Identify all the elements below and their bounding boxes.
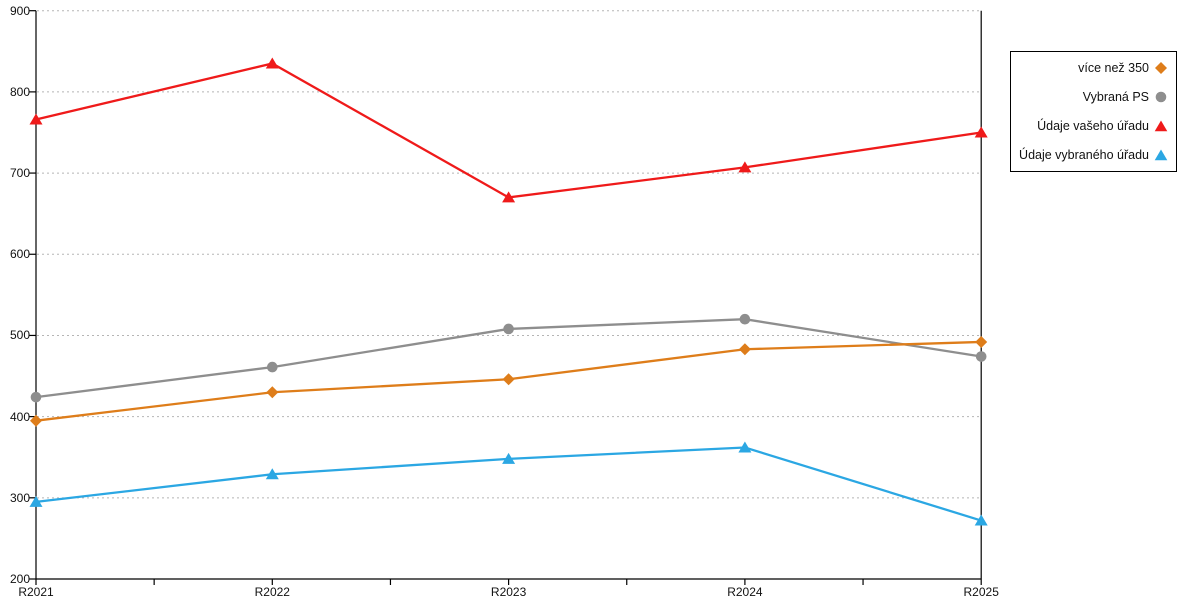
x-tick-label-R2022: R2022: [254, 585, 290, 599]
series-0-point-4-marker: [975, 335, 988, 348]
y-tick-label-800: 800: [9, 84, 30, 99]
series-line-2: [35, 62, 982, 199]
series-2-point-0-marker: [29, 113, 43, 125]
series-1-point-4-marker: [975, 351, 987, 362]
legend-item-3: Údaje vybraného úřadu: [1017, 148, 1168, 162]
circle-icon-shape: [1155, 91, 1167, 103]
x-tick-label-R2023: R2023: [490, 585, 527, 599]
legend-label: Údaje vašeho úřadu: [1037, 119, 1149, 133]
legend-label: Vybraná PS: [1082, 90, 1149, 104]
series-3-point-4-marker: [974, 514, 988, 526]
series-2-point-3-marker: [738, 161, 752, 173]
series-3-point-1-marker: [265, 468, 279, 480]
legend-label: Údaje vybraného úřadu: [1019, 148, 1149, 162]
y-tick-label-600: 600: [9, 247, 30, 262]
series-2-point-1-marker: [265, 57, 279, 69]
y-tick-label-200: 200: [9, 572, 30, 586]
series-3-point-2-marker: [502, 452, 516, 464]
legend-item-0: více než 350: [1017, 61, 1168, 75]
legend-item-1: Vybraná PS: [1017, 90, 1168, 104]
y-tick-label-700: 700: [9, 166, 30, 181]
triangle-icon: [1154, 120, 1168, 132]
series-0-point-2-marker: [502, 373, 515, 386]
series-1-point-2-marker: [503, 323, 514, 335]
series-2-point-4-marker: [974, 126, 988, 138]
x-tick-label-R2021: R2021: [18, 585, 54, 599]
legend-label: více než 350: [1078, 61, 1149, 75]
series-2-point-2-marker: [502, 191, 516, 203]
triangle-icon-shape: [1154, 149, 1168, 161]
triangle-icon: [1154, 149, 1168, 161]
diamond-icon: [1155, 62, 1167, 74]
series-0-point-0-marker: [30, 414, 42, 427]
series-0-point-3-marker: [738, 343, 751, 356]
legend: více než 350 Vybraná PS Údaje vašeho úřadu…: [1010, 51, 1177, 172]
y-tick-label-300: 300: [9, 490, 30, 505]
legend-item-2: Údaje vašeho úřadu: [1017, 119, 1168, 133]
series-0-point-1-marker: [266, 386, 279, 399]
y-tick-label-500: 500: [9, 328, 30, 343]
triangle-icon-shape: [1154, 120, 1168, 132]
x-tick-label-R2024: R2024: [727, 585, 763, 599]
series-1-point-1-marker: [267, 361, 278, 373]
series-1-point-0-marker: [30, 391, 42, 403]
x-tick-label-R2025: R2025: [963, 585, 999, 599]
circle-icon: [1155, 91, 1167, 103]
series-3-point-3-marker: [738, 441, 752, 453]
series-3-point-0-marker: [29, 495, 43, 507]
series-1-point-3-marker: [739, 313, 751, 325]
diamond-icon-shape: [1155, 62, 1167, 74]
y-tick-label-900: 900: [9, 3, 30, 18]
y-tick-label-400: 400: [9, 409, 30, 424]
